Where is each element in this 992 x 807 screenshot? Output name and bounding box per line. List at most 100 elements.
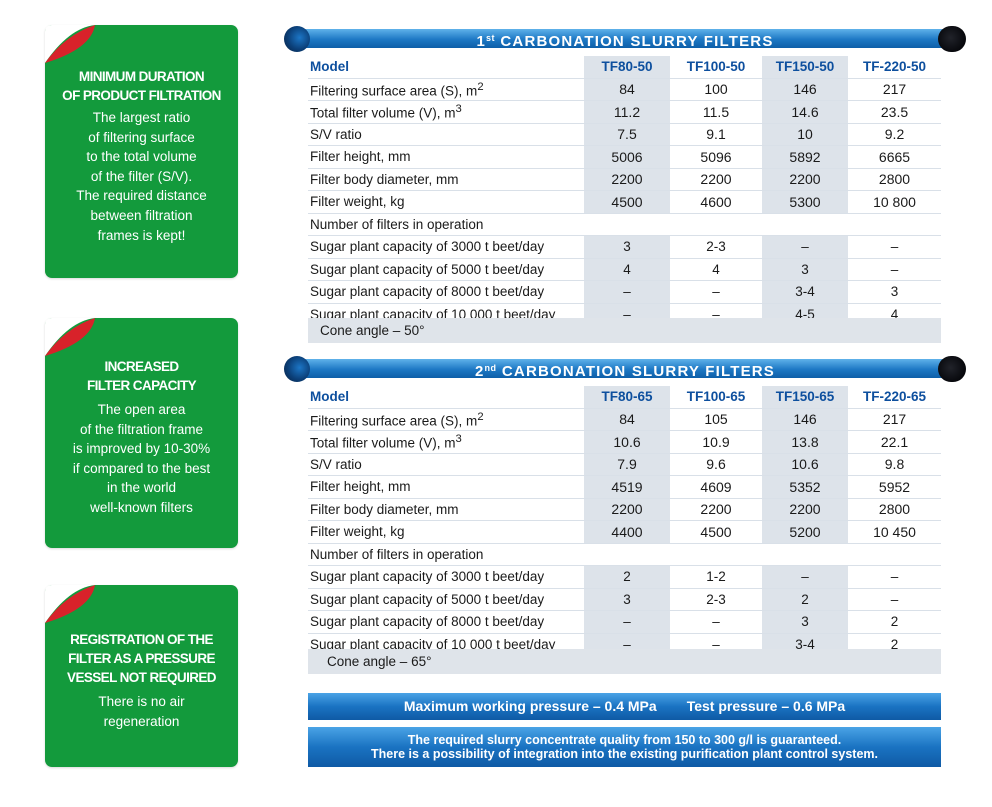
table-cell: 4600	[670, 190, 762, 214]
table-cell: 2200	[670, 498, 762, 521]
table-row: Sugar plant capacity of 3000 t beet/day …	[308, 235, 941, 259]
table-cell: 2	[762, 588, 848, 611]
subheader-label: Number of filters in operation	[308, 213, 941, 236]
table-row: Sugar plant capacity of 5000 t beet/day …	[308, 258, 941, 281]
banner-left-cap-icon	[284, 26, 310, 52]
table-cell: 2	[584, 565, 670, 589]
table-cell: 2200	[584, 498, 670, 521]
table-cell: 9.6	[670, 453, 762, 476]
table-cell: 2200	[762, 168, 848, 191]
table-cell: 4519	[584, 475, 670, 499]
table-row: S/V ratio 7.5 9.1 10 9.2	[308, 123, 941, 146]
table-cell: 5300	[762, 190, 848, 214]
table-cell: –	[848, 258, 941, 281]
table-cell: 105	[670, 408, 762, 431]
banner-bar	[296, 359, 952, 378]
cone-angle-note: Cone angle – 65°	[308, 649, 941, 674]
row-label: Filtering surface area (S), m2	[308, 408, 584, 431]
section-title: 2nd CARBONATION SLURRY FILTERS	[474, 363, 776, 380]
table-cell: 11.2	[584, 100, 670, 124]
row-label: Filter weight, kg	[308, 520, 584, 544]
table-cell: –	[670, 610, 762, 634]
table-cell: 2800	[848, 498, 941, 521]
table-row: Filter weight, kg 4400 4500 5200 10 450	[308, 520, 941, 544]
row-label: S/V ratio	[308, 453, 584, 476]
table-cell: 14.6	[762, 100, 848, 124]
model-name: TF100-50	[670, 56, 762, 79]
table-cell: 5200	[762, 520, 848, 544]
table-row: Total filter volume (V), m3 10.6 10.9 13…	[308, 430, 941, 454]
pressure-info-bar: Maximum working pressure – 0.4 MPa Test p…	[308, 693, 941, 720]
row-label: Sugar plant capacity of 8000 t beet/day	[308, 610, 584, 634]
cone-angle-note: Cone angle – 50°	[308, 318, 941, 343]
test-pressure: Test pressure – 0.6 MPa	[686, 698, 846, 714]
row-label: Sugar plant capacity of 5000 t beet/day	[308, 588, 584, 611]
table-cell: –	[848, 588, 941, 611]
table-cell: 1-2	[670, 565, 762, 589]
row-label: Sugar plant capacity of 3000 t beet/day	[308, 565, 584, 589]
banner-right-cap-icon	[938, 26, 966, 52]
table-cell: 217	[848, 78, 941, 101]
banner-right-cap-icon	[938, 356, 966, 382]
table-cell: 2	[848, 610, 941, 634]
table-cell: 13.8	[762, 430, 848, 454]
table-cell: 2200	[762, 498, 848, 521]
table-cell: 10.9	[670, 430, 762, 454]
table-header-row: Model TF80-65 TF100-65 TF150-65 TF-220-6…	[308, 386, 941, 409]
table-row: Sugar plant capacity of 3000 t beet/day …	[308, 565, 941, 589]
table-cell: 84	[584, 408, 670, 431]
model-header: Model	[308, 386, 584, 409]
row-label: Filtering surface area (S), m2	[308, 78, 584, 101]
section-title: 1st CARBONATION SLURRY FILTERS	[476, 33, 774, 50]
table-cell: 10 450	[848, 520, 941, 544]
row-label: Total filter volume (V), m3	[308, 430, 584, 454]
card-body: The largest ratio of filtering surface t…	[76, 110, 207, 243]
row-label: Total filter volume (V), m3	[308, 100, 584, 124]
table-cell: 5892	[762, 145, 848, 169]
quality-line: The required slurry concentrate quality …	[407, 733, 842, 747]
table-cell: 3	[762, 610, 848, 634]
table-cell: –	[848, 235, 941, 259]
table-cell: 4609	[670, 475, 762, 499]
row-label: Sugar plant capacity of 5000 t beet/day	[308, 258, 584, 281]
table-cell: 5096	[670, 145, 762, 169]
model-name: TF80-65	[584, 386, 670, 409]
model-name: TF-220-65	[848, 386, 941, 409]
table-row: Sugar plant capacity of 8000 t beet/day …	[308, 280, 941, 304]
table-row: Filter body diameter, mm 2200 2200 2200 …	[308, 168, 941, 191]
model-name: TF150-65	[762, 386, 848, 409]
table-cell: 4	[670, 258, 762, 281]
table-cell: 5006	[584, 145, 670, 169]
table-cell: 5952	[848, 475, 941, 499]
table-cell: 3	[762, 258, 848, 281]
table-cell: 2-3	[670, 588, 762, 611]
folded-corner-icon	[45, 318, 95, 356]
table-row: Total filter volume (V), m3 11.2 11.5 14…	[308, 100, 941, 124]
table-cell: 84	[584, 78, 670, 101]
table-cell: 3	[584, 588, 670, 611]
row-label: S/V ratio	[308, 123, 584, 146]
row-label: Filter body diameter, mm	[308, 498, 584, 521]
table-row: Filtering surface area (S), m2 84 100 14…	[308, 78, 941, 101]
table-cell: 3	[848, 280, 941, 304]
model-name: TF80-50	[584, 56, 670, 79]
table-cell: 146	[762, 78, 848, 101]
table-row: Filter body diameter, mm 2200 2200 2200 …	[308, 498, 941, 521]
table-cell: 10.6	[584, 430, 670, 454]
table-cell: 4500	[584, 190, 670, 214]
row-label: Filter height, mm	[308, 475, 584, 499]
table-row: Filter weight, kg 4500 4600 5300 10 800	[308, 190, 941, 214]
table-cell: 9.1	[670, 123, 762, 146]
table-cell: 10.6	[762, 453, 848, 476]
table-cell: 23.5	[848, 100, 941, 124]
card-title: MINIMUM DURATION OF PRODUCT FILTRATION	[62, 69, 221, 103]
row-label: Filter height, mm	[308, 145, 584, 169]
table-cell: 2200	[670, 168, 762, 191]
model-name: TF100-65	[670, 386, 762, 409]
table-subheader-row: Number of filters in operation	[308, 543, 941, 566]
table-cell: 10	[762, 123, 848, 146]
table-cell: –	[670, 280, 762, 304]
table-row: Filtering surface area (S), m2 84 105 14…	[308, 408, 941, 431]
table-cell: 5352	[762, 475, 848, 499]
row-label: Sugar plant capacity of 3000 t beet/day	[308, 235, 584, 259]
